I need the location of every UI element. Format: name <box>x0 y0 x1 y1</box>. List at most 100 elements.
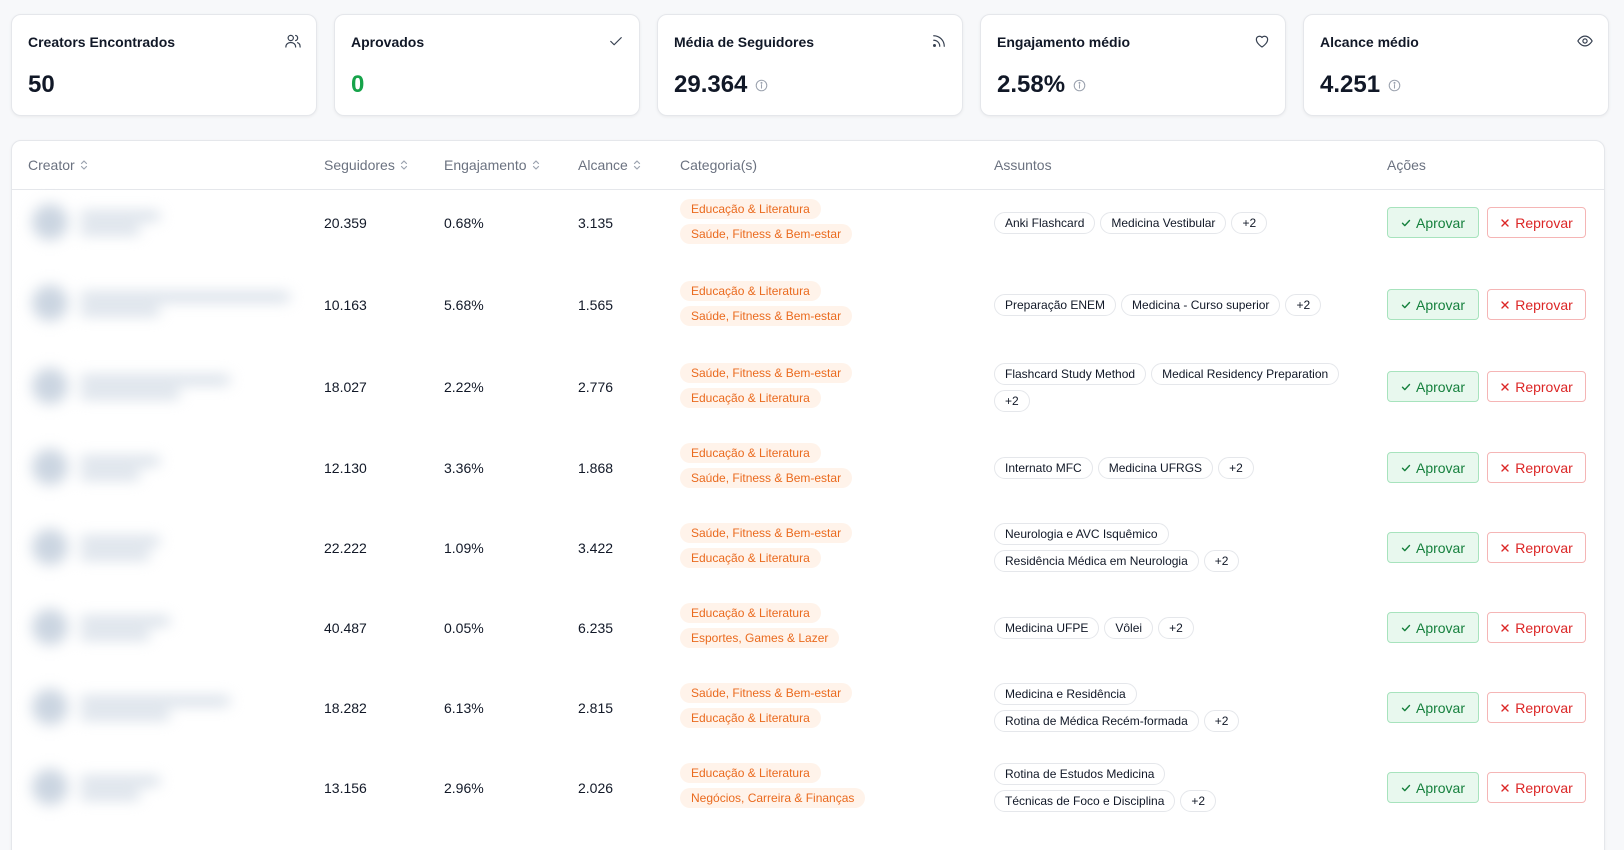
approve-button[interactable]: Aprovar <box>1387 772 1479 803</box>
category-tags: Saúde, Fitness & Bem-estar Educação & Li… <box>680 683 853 728</box>
subject-more-tag[interactable]: +2 <box>1203 710 1240 732</box>
category-tags: Educação & Literatura Saúde, Fitness & B… <box>680 281 853 326</box>
seguidores-value: 18.027 <box>324 379 367 395</box>
column-header-creator[interactable]: Creator <box>28 157 89 173</box>
close-icon <box>1501 783 1509 792</box>
info-icon[interactable] <box>755 79 768 92</box>
approve-label: Aprovar <box>1415 378 1466 395</box>
subject-more-tag[interactable]: +2 <box>994 390 1030 412</box>
close-icon <box>1501 300 1509 309</box>
stats-bar: Creators Encontrados 50 Aprovados 0 Médi… <box>11 14 1609 116</box>
alcance-value: 2.776 <box>578 379 614 395</box>
column-header-label: Ações <box>1387 157 1426 173</box>
table-row: 12.130 3.36% 1.868 Educação & Literatura… <box>12 436 1606 516</box>
subject-more-tag[interactable]: +2 <box>1158 617 1194 639</box>
check-icon <box>1401 784 1411 791</box>
stat-card-engajamento: Engajamento médio 2.58% <box>980 14 1286 116</box>
stat-value: 29.364 <box>674 71 748 98</box>
column-header-label: Categoria(s) <box>680 157 758 173</box>
check-icon <box>1401 624 1411 631</box>
table-header: Creator Seguidores Engajamento Alcance C… <box>12 141 1604 190</box>
category-tag: Saúde, Fitness & Bem-estar <box>680 523 853 543</box>
eye-icon <box>1577 35 1593 47</box>
reject-button[interactable]: Reprovar <box>1487 692 1586 723</box>
table-row: 22.222 1.09% 3.422 Saúde, Fitness & Bem-… <box>12 516 1606 596</box>
subject-tags: Neurologia e AVC Isquêmico Residência Mé… <box>994 523 1294 572</box>
reject-label: Reprovar <box>1515 459 1573 476</box>
subject-tags: Medicina UFPE Vôlei +2 <box>994 617 1346 639</box>
column-header-engajamento[interactable]: Engajamento <box>444 157 541 173</box>
reject-button[interactable]: Reprovar <box>1487 532 1586 563</box>
approve-label: Aprovar <box>1415 459 1466 476</box>
subject-tag: Medical Residency Preparation <box>1151 363 1340 385</box>
category-tags: Educação & Literatura Saúde, Fitness & B… <box>680 443 853 488</box>
category-tag: Educação & Literatura <box>680 443 821 463</box>
subject-more-tag[interactable]: +2 <box>1203 550 1240 572</box>
category-tags: Educação & Literatura Saúde, Fitness & B… <box>680 199 853 244</box>
approve-button[interactable]: Aprovar <box>1387 452 1479 483</box>
close-icon <box>1501 623 1509 632</box>
subject-more-tag[interactable]: +2 <box>1285 294 1322 316</box>
subject-more-tag[interactable]: +2 <box>1180 790 1217 812</box>
subject-tags: Rotina de Estudos Medicina Técnicas de F… <box>994 763 1294 812</box>
table-row: 40.487 0.05% 6.235 Educação & Literatura… <box>12 596 1606 676</box>
column-header-label: Creator <box>28 157 75 173</box>
reject-button[interactable]: Reprovar <box>1487 289 1586 320</box>
table-row: 18.027 2.22% 2.776 Saúde, Fitness & Bem-… <box>12 354 1606 436</box>
table-row: 18.282 6.13% 2.815 Saúde, Fitness & Bem-… <box>12 676 1606 756</box>
check-icon <box>1401 544 1411 551</box>
reject-label: Reprovar <box>1515 214 1573 231</box>
stat-label: Engajamento médio <box>997 34 1131 50</box>
subject-more-tag[interactable]: +2 <box>1218 457 1254 479</box>
reject-label: Reprovar <box>1515 539 1573 556</box>
close-icon <box>1501 463 1509 472</box>
check-icon <box>1401 464 1411 471</box>
reject-button[interactable]: Reprovar <box>1487 612 1586 643</box>
category-tag: Educação & Literatura <box>680 281 821 301</box>
subject-tags: Internato MFC Medicina UFRGS +2 <box>994 457 1346 479</box>
seguidores-value: 18.282 <box>324 700 367 716</box>
approve-button[interactable]: Aprovar <box>1387 207 1479 238</box>
subject-tag: Medicina e Residência <box>994 683 1137 705</box>
column-header-seguidores[interactable]: Seguidores <box>324 157 409 173</box>
reject-button[interactable]: Reprovar <box>1487 452 1586 483</box>
reject-button[interactable]: Reprovar <box>1487 772 1586 803</box>
engajamento-value: 0.68% <box>444 215 484 231</box>
reject-button[interactable]: Reprovar <box>1487 207 1586 238</box>
alcance-value: 1.565 <box>578 297 614 313</box>
subject-tag: Preparação ENEM <box>994 294 1117 316</box>
info-icon[interactable] <box>1388 79 1401 92</box>
engajamento-value: 3.36% <box>444 460 484 476</box>
subject-more-tag[interactable]: +2 <box>1231 212 1268 234</box>
column-header-alcance[interactable]: Alcance <box>578 157 642 173</box>
approve-button[interactable]: Aprovar <box>1387 371 1479 402</box>
category-tags: Saúde, Fitness & Bem-estar Educação & Li… <box>680 523 853 568</box>
sort-icon <box>400 160 407 170</box>
category-tag: Educação & Literatura <box>680 199 821 219</box>
reject-button[interactable]: Reprovar <box>1487 371 1586 402</box>
check-icon <box>1401 383 1411 390</box>
engajamento-value: 2.22% <box>444 379 484 395</box>
subject-tag: Medicina Vestibular <box>1100 212 1227 234</box>
subject-tag: Medicina UFRGS <box>1097 457 1214 479</box>
stat-value: 2.58% <box>997 71 1066 98</box>
table-row: 13.156 2.96% 2.026 Educação & Literatura… <box>12 756 1606 836</box>
stat-card-creators: Creators Encontrados 50 <box>11 14 317 116</box>
approve-button[interactable]: Aprovar <box>1387 692 1479 723</box>
subject-tag: Anki Flashcard <box>994 212 1096 234</box>
check-icon <box>1401 219 1411 226</box>
approve-button[interactable]: Aprovar <box>1387 612 1479 643</box>
sort-icon <box>633 160 640 170</box>
stat-card-media-seguidores: Média de Seguidores 29.364 <box>657 14 963 116</box>
alcance-value: 6.235 <box>578 620 614 636</box>
subject-tag: Residência Médica em Neurologia <box>994 550 1199 572</box>
info-icon[interactable] <box>1073 79 1086 92</box>
stat-value: 50 <box>28 71 55 98</box>
stat-label: Alcance médio <box>1320 34 1419 50</box>
approve-label: Aprovar <box>1415 779 1466 796</box>
sort-icon <box>532 160 539 170</box>
engajamento-value: 5.68% <box>444 297 484 313</box>
creators-table: Creator Seguidores Engajamento Alcance C… <box>11 140 1605 850</box>
approve-button[interactable]: Aprovar <box>1387 289 1479 320</box>
approve-button[interactable]: Aprovar <box>1387 532 1479 563</box>
